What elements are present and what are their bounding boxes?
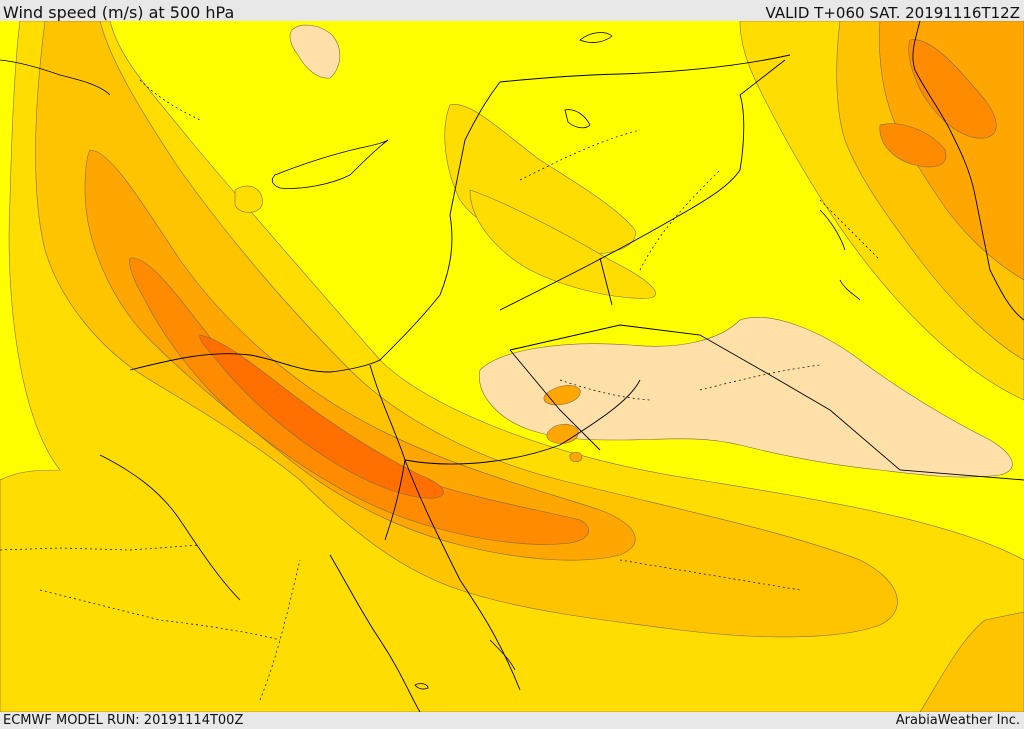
header-bar: Wind speed (m/s) at 500 hPa VALID T+060 … — [0, 0, 1024, 22]
province-borders — [0, 79, 881, 701]
contour-level-5 — [199, 334, 444, 499]
footer-bar: ECMWF MODEL RUN: 20191114T00Z ArabiaWeat… — [0, 712, 1024, 729]
calm-regions — [289, 24, 1013, 478]
islands-coast — [0, 32, 861, 690]
credit: ArabiaWeather Inc. — [895, 713, 1020, 728]
valid-time: VALID T+060 SAT. 20191116T12Z — [765, 4, 1020, 22]
country-borders — [129, 21, 1024, 712]
model-run: ECMWF MODEL RUN: 20191114T00Z — [3, 713, 244, 728]
map-svg — [0, 21, 1024, 712]
wind-speed-map — [0, 21, 1024, 712]
map-title: Wind speed (m/s) at 500 hPa — [3, 3, 235, 22]
